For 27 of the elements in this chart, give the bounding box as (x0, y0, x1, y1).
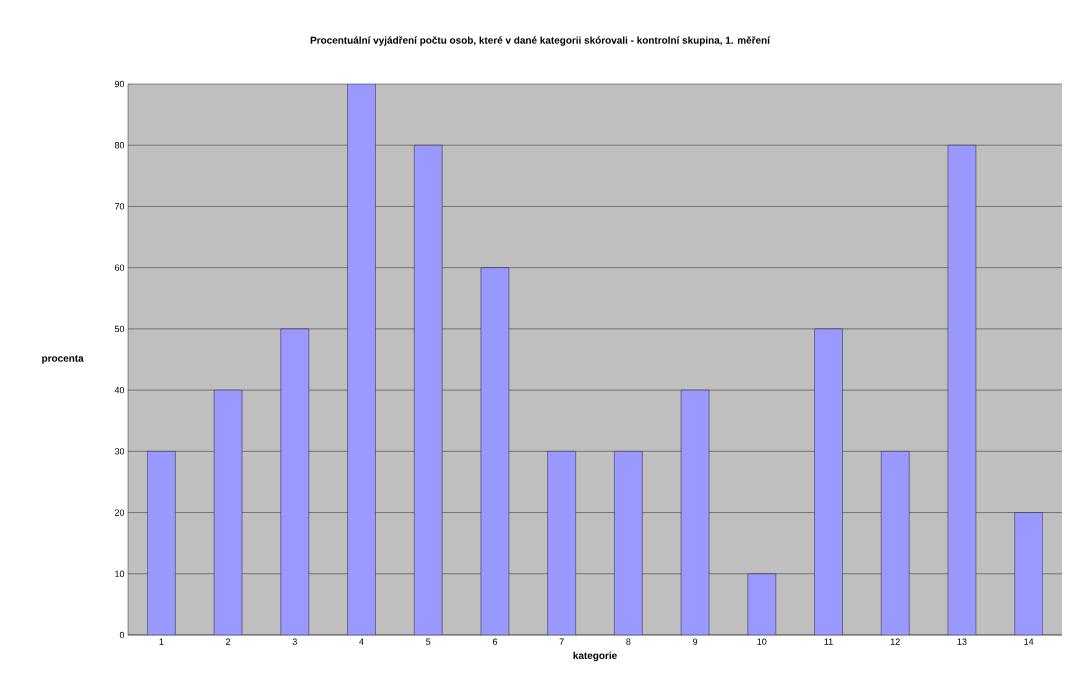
x-tick-label: 3 (292, 638, 297, 645)
x-tick-label: 2 (226, 638, 231, 645)
y-tick-label: 70 (114, 203, 125, 210)
y-tick-label: 90 (114, 80, 125, 88)
x-tick-label: 1 (159, 638, 164, 645)
x-tick-label: 7 (559, 638, 564, 645)
y-tick-label: 40 (114, 386, 125, 394)
x-tick-label: 13 (957, 638, 967, 645)
y-tick-label: 60 (114, 264, 125, 271)
x-tick-label: 14 (1024, 638, 1034, 645)
y-axis-title: procenta (42, 355, 84, 364)
x-tick-label: 6 (492, 638, 498, 645)
x-axis-title: kategorie (573, 651, 617, 662)
y-tick-label: 80 (114, 142, 125, 149)
x-tick-label: 9 (693, 638, 698, 645)
x-tick-label: 8 (626, 638, 631, 645)
x-tick-label: 5 (426, 638, 431, 645)
y-tick-label: 10 (115, 570, 125, 577)
x-tick-label: 4 (359, 638, 364, 645)
y-tick-label: 0 (119, 631, 125, 639)
y-tick-label: 20 (114, 509, 125, 516)
x-tick-label: 11 (824, 638, 833, 645)
chart-title: Procentuální vyjádření počtu osob, které v dané kategorii skórovali - kontrolní skupina, 1. měření (310, 36, 771, 46)
y-tick-label: 30 (114, 448, 125, 455)
x-tick-label: 12 (890, 638, 900, 645)
x-tick-label: 10 (757, 638, 767, 645)
y-tick-label: 50 (114, 325, 125, 333)
